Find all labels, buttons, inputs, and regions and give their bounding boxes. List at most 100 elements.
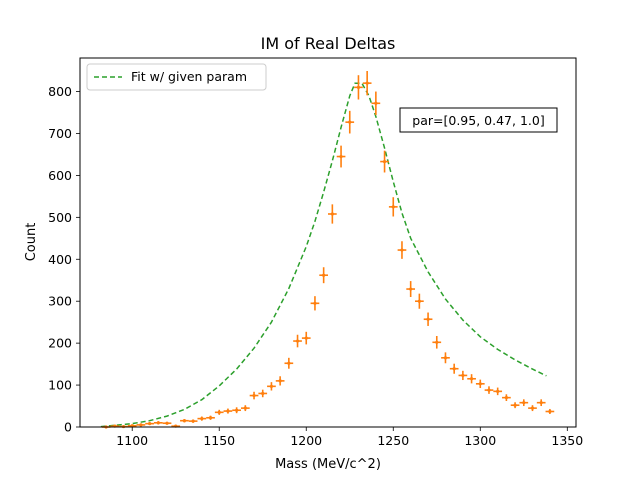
- data-point: [275, 376, 285, 386]
- annotation-box: [399, 107, 558, 133]
- data-marker: [374, 101, 378, 105]
- data-marker: [148, 422, 152, 426]
- data-marker: [496, 389, 500, 393]
- data-point: [345, 110, 355, 134]
- fit-curve-line: [100, 82, 547, 428]
- x-tick-label: 1150: [203, 433, 235, 448]
- data-point: [336, 145, 346, 168]
- y-tick-label: 400: [48, 252, 72, 267]
- data-marker: [487, 388, 491, 392]
- data-point: [493, 387, 503, 396]
- data-point: [249, 391, 259, 400]
- data-marker: [330, 212, 334, 216]
- data-point: [380, 150, 389, 173]
- data-point: [319, 267, 328, 284]
- data-point: [284, 357, 294, 369]
- data-marker: [243, 406, 247, 410]
- data-point: [484, 386, 494, 394]
- data-point: [423, 312, 433, 326]
- y-tick-label: 700: [48, 126, 72, 141]
- data-point: [223, 408, 233, 414]
- y-tick-label: 0: [64, 420, 72, 435]
- data-marker: [522, 401, 526, 405]
- data-marker: [391, 205, 395, 209]
- data-marker: [295, 339, 300, 343]
- x-tick-label: 1200: [290, 433, 322, 448]
- plot-frame: [79, 57, 577, 428]
- y-tick-label: 200: [48, 336, 72, 351]
- data-marker: [409, 287, 413, 291]
- y-tick-label: 300: [48, 294, 72, 309]
- data-point: [354, 75, 363, 100]
- fit-curve-layer: [100, 82, 547, 428]
- data-marker: [504, 396, 508, 400]
- data-point: [510, 402, 520, 409]
- data-point: [458, 370, 468, 381]
- x-tick-label: 1300: [464, 433, 496, 448]
- data-point: [502, 394, 511, 402]
- data-point: [432, 336, 442, 349]
- data-marker: [356, 85, 361, 89]
- data-marker: [461, 373, 465, 378]
- data-point: [310, 296, 320, 311]
- x-axis-ticks: 1100 1150 1200 1250 1300 1350: [116, 427, 583, 448]
- data-marker: [304, 336, 308, 340]
- data-point: [371, 91, 381, 116]
- data-point: [397, 241, 407, 259]
- data-marker: [165, 421, 169, 425]
- data-point: [415, 293, 424, 309]
- data-marker: [365, 81, 369, 85]
- data-point: [449, 363, 459, 374]
- legend-box: [86, 63, 267, 91]
- legend-entry-fit: Fit w/ given param: [131, 69, 247, 84]
- x-tick-label: 1250: [377, 433, 409, 448]
- data-point: [145, 422, 154, 426]
- data-point: [301, 331, 311, 345]
- data-marker: [313, 301, 317, 305]
- x-tick-label: 1100: [116, 433, 148, 448]
- y-axis-ticks: 0 100 200 300 400 500 600 700 800: [48, 84, 80, 435]
- data-point: [388, 197, 398, 217]
- data-marker: [156, 421, 160, 425]
- data-marker: [452, 367, 456, 371]
- data-marker: [548, 409, 552, 414]
- data-marker: [287, 361, 291, 365]
- data-marker: [539, 401, 543, 405]
- data-point: [162, 421, 172, 425]
- legend: Fit w/ given param: [86, 63, 267, 91]
- data-marker: [182, 419, 187, 423]
- data-point: [406, 281, 416, 298]
- data-marker: [348, 120, 352, 124]
- data-marker: [530, 406, 535, 410]
- data-point: [214, 409, 224, 415]
- data-point: [362, 70, 372, 96]
- data-point: [197, 416, 207, 421]
- data-point: [240, 405, 250, 412]
- data-point: [258, 389, 268, 398]
- data-marker: [200, 417, 204, 421]
- y-tick-label: 100: [48, 378, 72, 393]
- data-point: [519, 399, 529, 407]
- data-point: [267, 382, 276, 391]
- data-marker: [235, 408, 239, 412]
- data-point: [153, 421, 163, 425]
- x-axis-label: Mass (MeV/c^2): [275, 457, 381, 472]
- data-point: [475, 379, 485, 389]
- data-marker: [435, 340, 439, 344]
- y-tick-label: 600: [48, 168, 72, 183]
- data-point: [467, 374, 476, 384]
- data-marker: [322, 273, 326, 277]
- data-marker: [478, 382, 482, 386]
- data-marker: [426, 317, 430, 321]
- x-tick-label: 1350: [551, 433, 583, 448]
- chart-title: IM of Real Deltas: [261, 34, 396, 53]
- data-marker: [208, 416, 213, 420]
- data-point: [232, 407, 241, 414]
- data-marker: [417, 299, 421, 303]
- annotation-text: par=[0.95, 0.47, 1.0]: [412, 113, 544, 128]
- y-axis-label: Count: [24, 223, 39, 262]
- data-marker: [191, 419, 195, 423]
- data-marker: [382, 159, 387, 164]
- data-point: [328, 204, 337, 224]
